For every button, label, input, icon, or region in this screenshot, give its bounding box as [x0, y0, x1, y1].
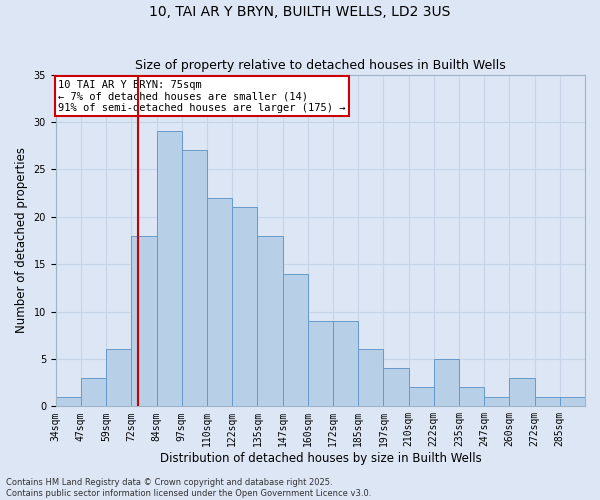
Bar: [182, 150, 207, 406]
Bar: [81, 378, 106, 406]
Bar: [484, 397, 509, 406]
Bar: [257, 236, 283, 406]
Bar: [56, 397, 81, 406]
Bar: [383, 368, 409, 406]
Bar: [459, 388, 484, 406]
Y-axis label: Number of detached properties: Number of detached properties: [15, 148, 28, 334]
Title: Size of property relative to detached houses in Builth Wells: Size of property relative to detached ho…: [135, 59, 506, 72]
Text: 10 TAI AR Y BRYN: 75sqm
← 7% of detached houses are smaller (14)
91% of semi-det: 10 TAI AR Y BRYN: 75sqm ← 7% of detached…: [58, 80, 346, 112]
Bar: [560, 397, 585, 406]
Bar: [157, 132, 182, 406]
X-axis label: Distribution of detached houses by size in Builth Wells: Distribution of detached houses by size …: [160, 452, 481, 465]
Text: Contains HM Land Registry data © Crown copyright and database right 2025.
Contai: Contains HM Land Registry data © Crown c…: [6, 478, 371, 498]
Bar: [509, 378, 535, 406]
Bar: [409, 388, 434, 406]
Bar: [535, 397, 560, 406]
Bar: [358, 350, 383, 406]
Bar: [434, 359, 459, 406]
Bar: [283, 274, 308, 406]
Bar: [333, 321, 358, 406]
Bar: [207, 198, 232, 406]
Bar: [106, 350, 131, 406]
Bar: [131, 236, 157, 406]
Text: 10, TAI AR Y BRYN, BUILTH WELLS, LD2 3US: 10, TAI AR Y BRYN, BUILTH WELLS, LD2 3US: [149, 5, 451, 19]
Bar: [308, 321, 333, 406]
Bar: [232, 208, 257, 406]
